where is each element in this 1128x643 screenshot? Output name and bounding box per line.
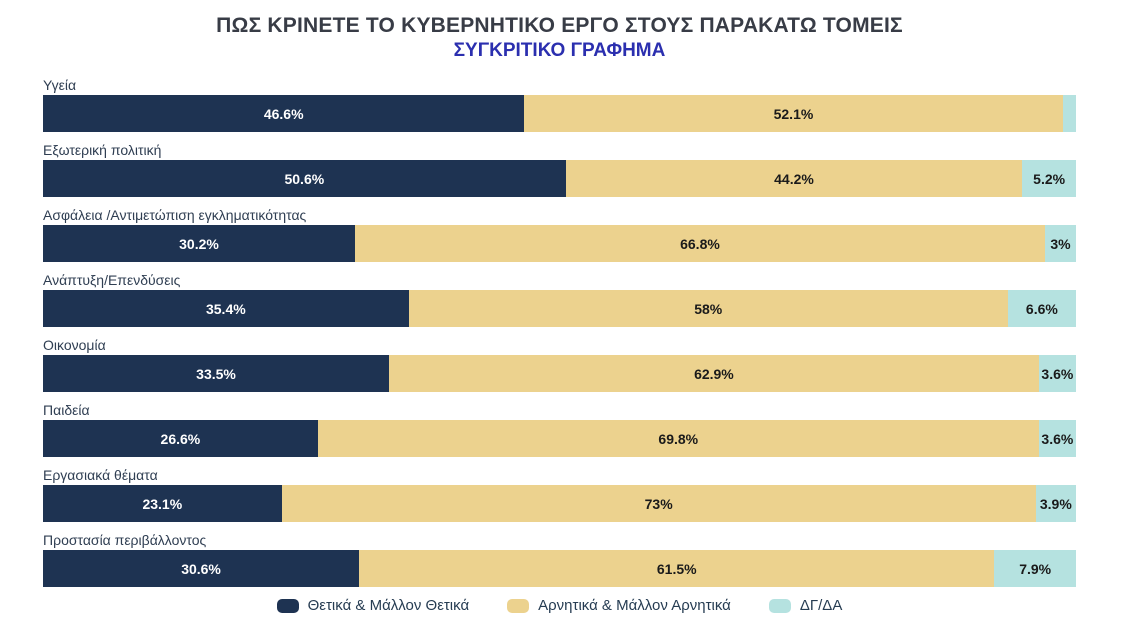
stacked-bar: 30.6% 61.5% 7.9% [43,550,1076,588]
positive-segment: 23.1% [43,485,282,523]
negative-segment: 44.2% [565,160,1023,198]
dk-da-segment: 3.9% [1035,485,1076,523]
chart-row: Οικονομία 33.5% 62.9% 3.6% [43,337,1076,393]
positive-segment: 26.6% [43,420,318,458]
value-label: 3.9% [1039,495,1072,512]
negative-segment: 52.1% [524,95,1063,133]
value-label: 61.5% [656,560,697,577]
chart-row: Ασφάλεια /Αντιμετώπιση εγκληματικότητας 3… [43,207,1076,263]
category-label: Υγεία [43,77,77,94]
chart-header: ΠΩΣ ΚΡΙΝΕΤΕ ΤΟ ΚΥΒΕΡΝΗΤΙΚΟ ΕΡΓΟ ΣΤΟΥΣ ΠΑ… [43,12,1076,63]
value-label: 35.4% [205,300,246,317]
legend-label: Αρνητικά & Μάλλον Αρνητικά [538,597,731,615]
legend-item-dk-da: ΔΓ/ΔΑ [768,597,843,615]
category-label: Ανάπτυξη/Επενδύσεις [43,272,181,289]
value-label: 69.8% [658,430,699,447]
category-label: Εξωτερική πολιτική [43,142,162,159]
negative-segment: 66.8% [354,225,1045,263]
negative-segment: 61.5% [359,550,995,588]
stacked-bar: 50.6% 44.2% 5.2% [43,160,1076,198]
positive-segment: 33.5% [43,355,390,393]
dk-da-segment: 5.2% [1022,160,1076,198]
chart-row: Παιδεία 26.6% 69.8% 3.6% [43,402,1076,458]
stacked-bar: 46.6% 52.1% [43,95,1076,133]
value-label: 44.2% [774,170,814,187]
positive-segment: 50.6% [43,160,566,198]
dk-da-segment: 7.9% [994,550,1076,588]
value-label: 62.9% [694,365,734,382]
positive-swatch-icon [276,598,299,613]
rows: Υγεία 46.6% 52.1% Εξωτερική πολιτική 50.6% 44… [43,77,1076,588]
value-label: 3.6% [1041,430,1074,447]
negative-segment: 73% [281,485,1036,523]
stacked-bar: 35.4% 58% 6.6% [43,290,1076,328]
stacked-bar: 33.5% 62.9% 3.6% [43,355,1076,393]
stacked-bar: 23.1% 73% 3.9% [43,485,1076,523]
dk-da-segment: 6.6% [1007,290,1076,328]
value-label: 3% [1050,235,1071,252]
value-label: 6.6% [1025,300,1058,317]
legend: Θετικά & Μάλλον Θετικά Αρνητικά & Μάλλον… [43,597,1076,614]
negative-swatch-icon [507,598,530,613]
legend-label: Θετικά & Μάλλον Θετικά [307,597,470,615]
category-label: Παιδεία [43,402,90,419]
chart-row: Εξωτερική πολιτική 50.6% 44.2% 5.2% [43,142,1076,198]
chart-row: Εργασιακά θέματα 23.1% 73% 3.9% [43,467,1076,523]
category-label: Ασφάλεια /Αντιμετώπιση εγκληματικότητας [43,207,307,224]
negative-segment: 62.9% [389,355,1039,393]
value-label: 30.6% [181,560,221,577]
chart-title: ΠΩΣ ΚΡΙΝΕΤΕ ΤΟ ΚΥΒΕΡΝΗΤΙΚΟ ΕΡΓΟ ΣΤΟΥΣ ΠΑ… [216,14,903,37]
value-label: 50.6% [284,170,325,187]
value-label: 33.5% [196,365,236,382]
negative-segment: 58% [408,290,1008,328]
category-label: Προστασία περιβάλλοντος [43,532,207,549]
value-label: 7.9% [1019,560,1052,577]
positive-segment: 30.2% [43,225,355,263]
chart-row: Ανάπτυξη/Επενδύσεις 35.4% 58% 6.6% [43,272,1076,328]
legend-label: ΔΓ/ΔΑ [799,597,843,615]
value-label: 23.1% [142,495,183,512]
chart-row: Υγεία 46.6% 52.1% [43,77,1076,133]
dk-da-segment: 3% [1044,225,1076,263]
stacked-bar: 26.6% 69.8% 3.6% [43,420,1076,458]
value-label: 73% [644,495,673,512]
legend-item-positive: Θετικά & Μάλλον Θετικά [276,597,470,615]
positive-segment: 35.4% [43,290,409,328]
dk-da-segment: 3.6% [1038,420,1076,458]
value-label: 58% [694,300,723,317]
value-label: 5.2% [1033,170,1066,187]
dk-da-segment [1062,95,1076,133]
positive-segment: 46.6% [43,95,525,133]
chart-row: Προστασία περιβάλλοντος 30.6% 61.5% 7.9% [43,532,1076,588]
value-label: 30.2% [179,235,219,252]
positive-segment: 30.6% [43,550,360,588]
value-label: 3.6% [1041,365,1074,382]
value-label: 66.8% [680,235,720,252]
stacked-bar: 30.2% 66.8% 3% [43,225,1076,263]
negative-segment: 69.8% [317,420,1039,458]
chart-subtitle: ΣΥΓΚΡΙΤΙΚΟ ΓΡΑΦΗΜΑ [453,40,666,62]
value-label: 52.1% [773,105,814,122]
category-label: Οικονομία [43,337,106,354]
dk-da-swatch-icon [768,598,791,613]
dk-da-segment: 3.6% [1038,355,1076,393]
value-label: 46.6% [263,105,304,122]
value-label: 26.6% [160,430,201,447]
legend-item-negative: Αρνητικά & Μάλλον Αρνητικά [507,597,731,614]
category-label: Εργασιακά θέματα [43,467,158,484]
